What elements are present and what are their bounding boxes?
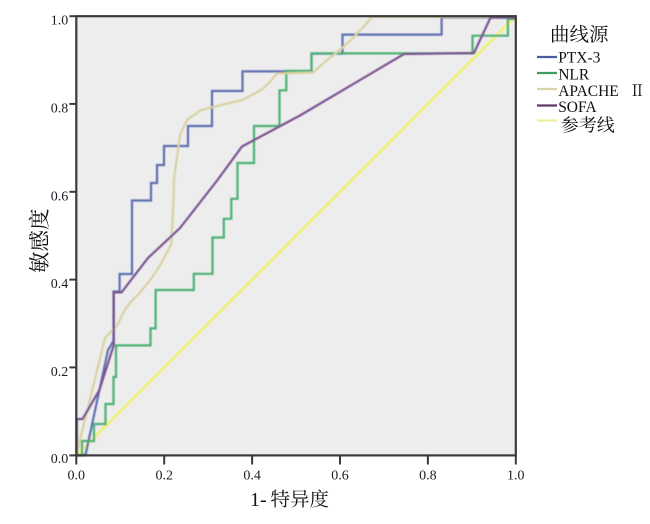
svg-text:0.2: 0.2 xyxy=(155,468,173,483)
svg-text:0.0: 0.0 xyxy=(51,452,69,467)
svg-text:1-: 1- xyxy=(250,489,267,511)
svg-text:1.0: 1.0 xyxy=(51,13,69,28)
svg-text:1.0: 1.0 xyxy=(507,468,525,483)
svg-text:0.6: 0.6 xyxy=(331,468,349,483)
svg-text:0.4: 0.4 xyxy=(51,277,69,292)
svg-text:0.8: 0.8 xyxy=(419,468,437,483)
svg-text:0.2: 0.2 xyxy=(51,365,69,380)
svg-text:PTX-3: PTX-3 xyxy=(558,50,600,67)
svg-text:0.0: 0.0 xyxy=(68,468,86,483)
svg-text:APACHE: APACHE xyxy=(558,83,619,100)
svg-text:0.6: 0.6 xyxy=(51,189,69,204)
svg-text:0.8: 0.8 xyxy=(51,101,69,116)
svg-text:SOFA: SOFA xyxy=(558,99,597,116)
svg-text:0.4: 0.4 xyxy=(243,468,261,483)
svg-text:NLR: NLR xyxy=(558,67,590,84)
